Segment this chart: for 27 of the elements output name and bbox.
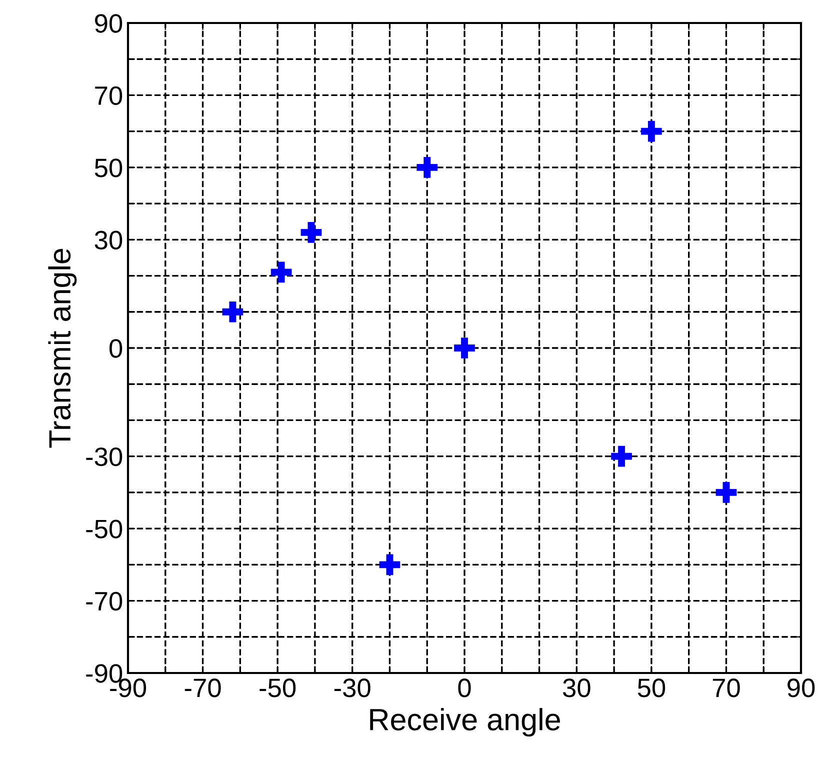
point [716,482,737,503]
y-tick-label: 50 [94,158,122,178]
y-tick-label: -30 [86,447,122,466]
x-tick-label: 50 [638,678,666,698]
point [416,157,438,178]
point [641,120,662,142]
y-tick-label: -70 [86,592,122,611]
y-tick-label: 0 [109,339,122,358]
x-axis-title: Receive angle [370,708,560,736]
x-tick-label: -70 [184,678,221,698]
x-tick-label: 0 [458,678,471,698]
y-axis-title: Transmit angle [48,248,77,448]
x-tick-label: -30 [334,678,370,698]
point [270,262,292,283]
y-tick-label: -50 [86,520,122,538]
x-tick-label: 30 [563,678,590,698]
x-tick-label: 90 [788,678,815,698]
point [300,222,322,243]
point [611,446,632,467]
point [379,554,400,576]
y-tick-label: 90 [95,14,122,33]
y-tick-label: 30 [94,230,122,250]
y-tick-label: 70 [95,86,122,106]
point [222,301,244,322]
x-tick-label: -50 [260,678,296,698]
x-tick-label: 70 [712,678,740,698]
point [454,338,475,358]
